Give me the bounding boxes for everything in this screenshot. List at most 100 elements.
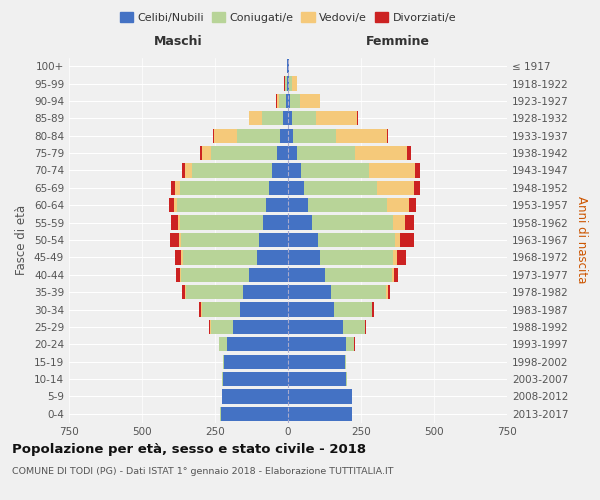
Bar <box>288 233 318 247</box>
Bar <box>415 180 419 195</box>
Bar <box>209 320 211 334</box>
Bar <box>393 216 406 230</box>
Bar <box>214 128 236 143</box>
Bar <box>175 180 180 195</box>
Bar <box>386 128 388 143</box>
Bar <box>170 233 179 247</box>
Bar <box>288 164 301 177</box>
Bar <box>409 198 416 212</box>
Bar <box>388 285 390 300</box>
Bar <box>222 372 223 386</box>
Bar <box>240 302 288 316</box>
Bar <box>269 180 288 195</box>
Bar <box>346 337 354 351</box>
Bar <box>223 372 288 386</box>
Bar <box>223 390 288 404</box>
Bar <box>185 164 191 177</box>
Bar <box>288 372 346 386</box>
Bar <box>320 250 393 264</box>
Bar <box>181 250 183 264</box>
Bar <box>263 216 288 230</box>
Bar <box>337 128 386 143</box>
Bar <box>288 180 304 195</box>
Bar <box>288 216 312 230</box>
Bar <box>257 250 288 264</box>
Bar <box>186 285 243 300</box>
Text: Femmine: Femmine <box>365 35 430 48</box>
Bar <box>299 94 320 108</box>
Bar <box>325 268 392 282</box>
Bar <box>288 250 320 264</box>
Bar <box>202 146 211 160</box>
Bar <box>223 354 224 369</box>
Bar <box>283 111 288 126</box>
Bar <box>199 302 201 316</box>
Bar <box>180 268 181 282</box>
Bar <box>262 111 283 126</box>
Bar <box>171 180 175 195</box>
Bar <box>248 268 288 282</box>
Bar <box>180 216 263 230</box>
Bar <box>334 302 371 316</box>
Bar <box>345 354 346 369</box>
Bar <box>292 111 316 126</box>
Bar <box>227 337 288 351</box>
Bar <box>355 146 407 160</box>
Bar <box>318 233 395 247</box>
Bar <box>183 250 257 264</box>
Bar <box>316 111 356 126</box>
Bar <box>288 320 343 334</box>
Bar <box>220 337 227 351</box>
Bar <box>386 285 388 300</box>
Bar <box>200 146 202 160</box>
Bar <box>191 164 272 177</box>
Bar <box>415 164 420 177</box>
Bar <box>266 198 288 212</box>
Bar <box>331 285 386 300</box>
Bar <box>211 146 277 160</box>
Bar <box>346 372 347 386</box>
Bar <box>182 164 185 177</box>
Bar <box>288 337 346 351</box>
Bar <box>173 198 177 212</box>
Bar <box>179 233 181 247</box>
Bar <box>304 180 377 195</box>
Bar <box>236 128 280 143</box>
Bar <box>185 285 186 300</box>
Bar <box>180 180 269 195</box>
Bar <box>395 233 400 247</box>
Bar <box>176 268 180 282</box>
Bar <box>288 390 352 404</box>
Bar <box>286 94 288 108</box>
Bar <box>233 320 288 334</box>
Bar <box>288 111 292 126</box>
Bar <box>369 164 415 177</box>
Bar <box>178 216 180 230</box>
Bar <box>394 268 398 282</box>
Bar <box>250 111 262 126</box>
Bar <box>182 285 185 300</box>
Bar <box>288 128 293 143</box>
Bar <box>288 146 297 160</box>
Bar <box>287 76 288 90</box>
Bar <box>288 94 290 108</box>
Bar <box>288 76 289 90</box>
Bar <box>393 250 397 264</box>
Legend: Celibi/Nubili, Coniugati/e, Vedovi/e, Divorziati/e: Celibi/Nubili, Coniugati/e, Vedovi/e, Di… <box>115 8 461 28</box>
Bar <box>169 198 173 212</box>
Bar <box>288 302 334 316</box>
Bar <box>292 76 297 90</box>
Bar <box>406 216 413 230</box>
Bar <box>288 406 352 421</box>
Bar <box>211 320 233 334</box>
Bar <box>400 233 415 247</box>
Bar <box>288 354 345 369</box>
Bar <box>221 406 288 421</box>
Y-axis label: Fasce di età: Fasce di età <box>16 205 28 275</box>
Bar <box>392 268 394 282</box>
Bar <box>297 146 355 160</box>
Text: Maschi: Maschi <box>154 35 203 48</box>
Bar <box>280 128 288 143</box>
Bar <box>224 354 288 369</box>
Bar <box>301 164 369 177</box>
